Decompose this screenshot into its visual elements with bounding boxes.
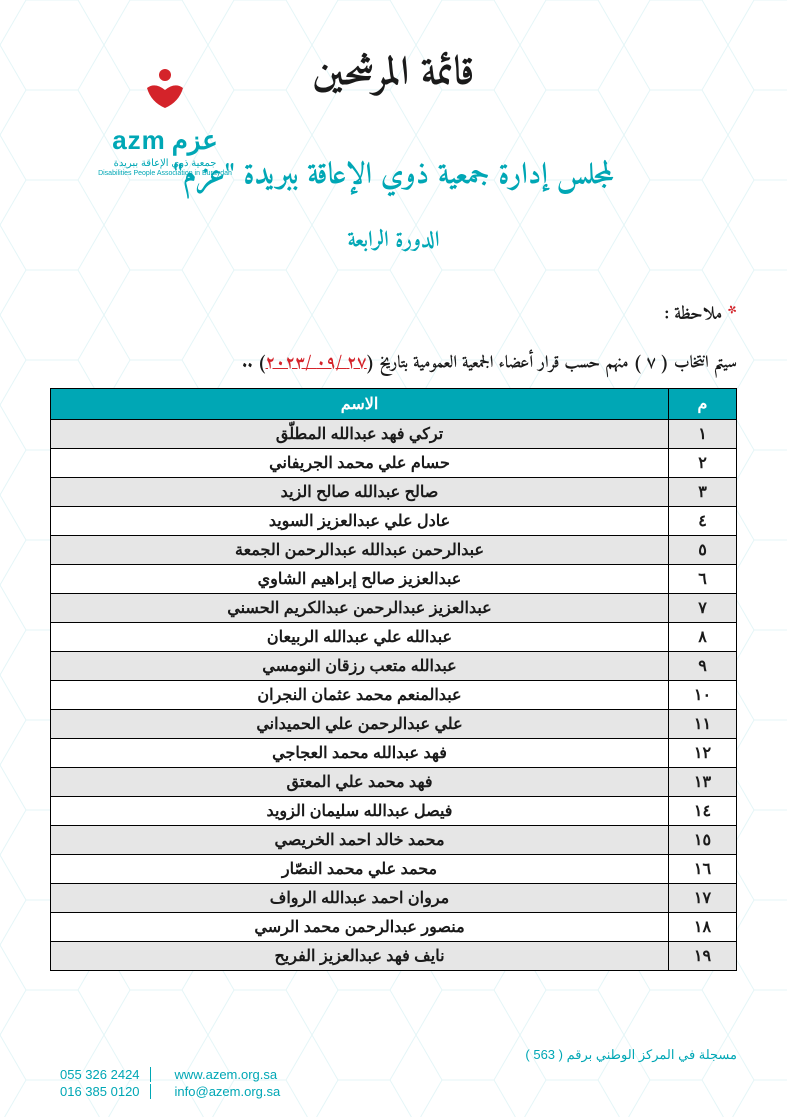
document-page: azm عزم جمعية ذوي الإعاقة ببريدة Disabil… <box>0 0 787 1117</box>
table-row: ٧عبدالعزيز عبدالرحمن عبدالكريم الحسني <box>51 594 737 623</box>
selection-date: ٢٧ /٠٩ /٢٠٢٣ <box>266 348 367 378</box>
brand-logo: azm عزم جمعية ذوي الإعاقة ببريدة Disabil… <box>80 68 250 177</box>
table-row: ٦عبدالعزيز صالح إبراهيم الشاوي <box>51 565 737 594</box>
selection-pre: سيتم انتخاب ( ٧ ) منهم حسب قرار أعضاء ال… <box>367 348 737 378</box>
row-index: ١ <box>669 420 737 449</box>
heart-hands-icon <box>80 68 250 121</box>
row-index: ٩ <box>669 652 737 681</box>
session-label: الدورة الرابعة <box>50 221 737 260</box>
row-index: ١٣ <box>669 768 737 797</box>
note-label: ملاحظة : <box>664 299 722 330</box>
asterisk-icon: * <box>728 295 737 334</box>
row-name: عبدالله متعب رزقان النومسي <box>51 652 669 681</box>
table-row: ٣صالح عبدالله صالح الزيد <box>51 478 737 507</box>
table-row: ٤عادل علي عبدالعزيز السويد <box>51 507 737 536</box>
table-row: ١٦محمد علي محمد النصّار <box>51 855 737 884</box>
row-name: عبدالعزيز عبدالرحمن عبدالكريم الحسني <box>51 594 669 623</box>
row-index: ١٨ <box>669 913 737 942</box>
table-row: ٥عبدالرحمن عبدالله عبدالرحمن الجمعة <box>51 536 737 565</box>
row-name: نايف فهد عبدالعزيز الفريح <box>51 942 669 971</box>
row-name: عادل علي عبدالعزيز السويد <box>51 507 669 536</box>
row-name: منصور عبدالرحمن محمد الرسي <box>51 913 669 942</box>
footer-phone-1: 055 326 2424 <box>50 1067 151 1082</box>
row-index: ١٠ <box>669 681 737 710</box>
selection-note: سيتم انتخاب ( ٧ ) منهم حسب قرار أعضاء ال… <box>50 348 737 378</box>
table-row: ٨عبدالله علي عبدالله الربيعان <box>51 623 737 652</box>
row-index: ١٦ <box>669 855 737 884</box>
row-index: ١٢ <box>669 739 737 768</box>
table-row: ١٠عبدالمنعم محمد عثمان النجران <box>51 681 737 710</box>
table-row: ١تركي فهد عبدالله المطلّق <box>51 420 737 449</box>
table-row: ١١علي عبدالرحمن علي الحميداني <box>51 710 737 739</box>
note-line: * ملاحظة : <box>50 295 737 334</box>
footer-registration: مسجلة في المركز الوطني برقم ( 563 ) <box>50 1047 737 1063</box>
row-index: ٣ <box>669 478 737 507</box>
row-name: تركي فهد عبدالله المطلّق <box>51 420 669 449</box>
logo-text-ar: عزم <box>172 125 218 156</box>
row-index: ٨ <box>669 623 737 652</box>
row-name: فيصل عبدالله سليمان الزويد <box>51 797 669 826</box>
candidates-table: م الاسم ١تركي فهد عبدالله المطلّق٢حسام ع… <box>50 388 737 971</box>
table-row: ٢حسام علي محمد الجريفاني <box>51 449 737 478</box>
header-name: الاسم <box>51 389 669 420</box>
row-name: حسام علي محمد الجريفاني <box>51 449 669 478</box>
selection-post: ) .. <box>242 348 266 378</box>
row-index: ١٤ <box>669 797 737 826</box>
row-index: ١٧ <box>669 884 737 913</box>
row-index: ١١ <box>669 710 737 739</box>
row-name: عبدالعزيز صالح إبراهيم الشاوي <box>51 565 669 594</box>
footer-email: info@azem.org.sa <box>165 1084 291 1099</box>
table-row: ٩عبدالله متعب رزقان النومسي <box>51 652 737 681</box>
table-row: ١٣فهد محمد علي المعتق <box>51 768 737 797</box>
row-index: ٧ <box>669 594 737 623</box>
table-row: ١٩نايف فهد عبدالعزيز الفريح <box>51 942 737 971</box>
table-row: ١٢فهد عبدالله محمد العجاجي <box>51 739 737 768</box>
table-row: ١٥محمد خالد احمد الخريصي <box>51 826 737 855</box>
table-row: ١٨منصور عبدالرحمن محمد الرسي <box>51 913 737 942</box>
row-name: عبدالله علي عبدالله الربيعان <box>51 623 669 652</box>
row-name: محمد خالد احمد الخريصي <box>51 826 669 855</box>
row-name: فهد محمد علي المعتق <box>51 768 669 797</box>
footer-web: www.azem.org.sa <box>165 1067 291 1082</box>
row-index: ٤ <box>669 507 737 536</box>
row-index: ٥ <box>669 536 737 565</box>
logo-subtitle-ar: جمعية ذوي الإعاقة ببريدة <box>80 158 250 169</box>
row-index: ٢ <box>669 449 737 478</box>
row-index: ١٩ <box>669 942 737 971</box>
table-row: ١٤فيصل عبدالله سليمان الزويد <box>51 797 737 826</box>
logo-subtitle-en: Disabilities People Association in Buray… <box>80 170 250 177</box>
row-name: فهد عبدالله محمد العجاجي <box>51 739 669 768</box>
table-row: ١٧مروان احمد عبدالله الرواف <box>51 884 737 913</box>
row-index: ٦ <box>669 565 737 594</box>
footer-phone-2: 016 385 0120 <box>50 1084 151 1099</box>
row-name: عبدالمنعم محمد عثمان النجران <box>51 681 669 710</box>
row-index: ١٥ <box>669 826 737 855</box>
row-name: علي عبدالرحمن علي الحميداني <box>51 710 669 739</box>
row-name: صالح عبدالله صالح الزيد <box>51 478 669 507</box>
header-index: م <box>669 389 737 420</box>
row-name: مروان احمد عبدالله الرواف <box>51 884 669 913</box>
row-name: محمد علي محمد النصّار <box>51 855 669 884</box>
row-name: عبدالرحمن عبدالله عبدالرحمن الجمعة <box>51 536 669 565</box>
page-footer: مسجلة في المركز الوطني برقم ( 563 ) 055 … <box>50 1047 737 1099</box>
logo-text-en: azm <box>112 125 166 156</box>
